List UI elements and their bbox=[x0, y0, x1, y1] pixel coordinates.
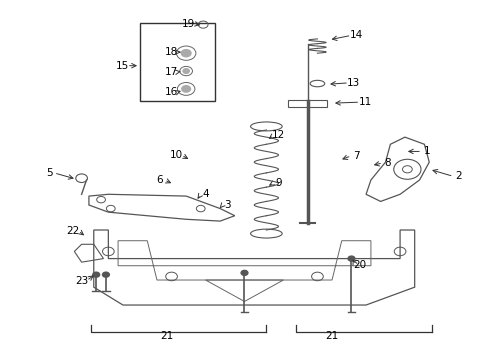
Text: 7: 7 bbox=[352, 151, 359, 161]
Circle shape bbox=[347, 256, 354, 261]
Circle shape bbox=[102, 272, 109, 277]
Text: 15: 15 bbox=[115, 61, 128, 71]
Text: 10: 10 bbox=[169, 150, 183, 160]
Text: 6: 6 bbox=[156, 175, 163, 185]
Text: 17: 17 bbox=[164, 67, 178, 77]
Circle shape bbox=[181, 50, 191, 57]
Circle shape bbox=[182, 86, 190, 92]
Text: 3: 3 bbox=[224, 200, 230, 210]
Text: 4: 4 bbox=[202, 189, 208, 199]
Text: 23: 23 bbox=[75, 276, 88, 286]
Text: 21: 21 bbox=[160, 332, 173, 342]
Text: 14: 14 bbox=[349, 30, 362, 40]
Text: 12: 12 bbox=[271, 130, 285, 140]
Circle shape bbox=[241, 270, 247, 275]
Bar bbox=[140, 23, 215, 102]
Text: 8: 8 bbox=[384, 158, 390, 168]
Text: 1: 1 bbox=[423, 147, 429, 157]
Text: 2: 2 bbox=[454, 171, 461, 181]
Text: 21: 21 bbox=[325, 332, 338, 342]
Text: 5: 5 bbox=[46, 168, 52, 178]
Text: 22: 22 bbox=[66, 226, 80, 236]
Circle shape bbox=[183, 69, 189, 73]
Circle shape bbox=[93, 272, 100, 277]
Text: 16: 16 bbox=[164, 87, 178, 98]
Text: 9: 9 bbox=[275, 178, 281, 188]
Text: 13: 13 bbox=[346, 78, 360, 88]
Text: 20: 20 bbox=[353, 260, 366, 270]
Text: 11: 11 bbox=[358, 97, 371, 107]
Text: 19: 19 bbox=[182, 18, 195, 28]
Text: 18: 18 bbox=[164, 47, 178, 57]
